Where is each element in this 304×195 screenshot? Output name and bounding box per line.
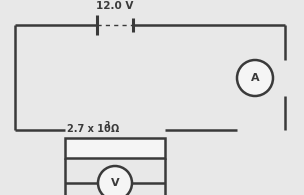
Text: V: V	[111, 178, 119, 188]
Text: 12.0 V: 12.0 V	[96, 1, 134, 11]
Text: A: A	[251, 73, 259, 83]
Text: 3: 3	[105, 121, 110, 130]
Text: 2.7 x 10: 2.7 x 10	[67, 124, 111, 134]
Text: Ω: Ω	[111, 124, 119, 134]
Bar	[65, 138, 165, 158]
Circle shape	[237, 60, 273, 96]
Circle shape	[98, 166, 132, 195]
